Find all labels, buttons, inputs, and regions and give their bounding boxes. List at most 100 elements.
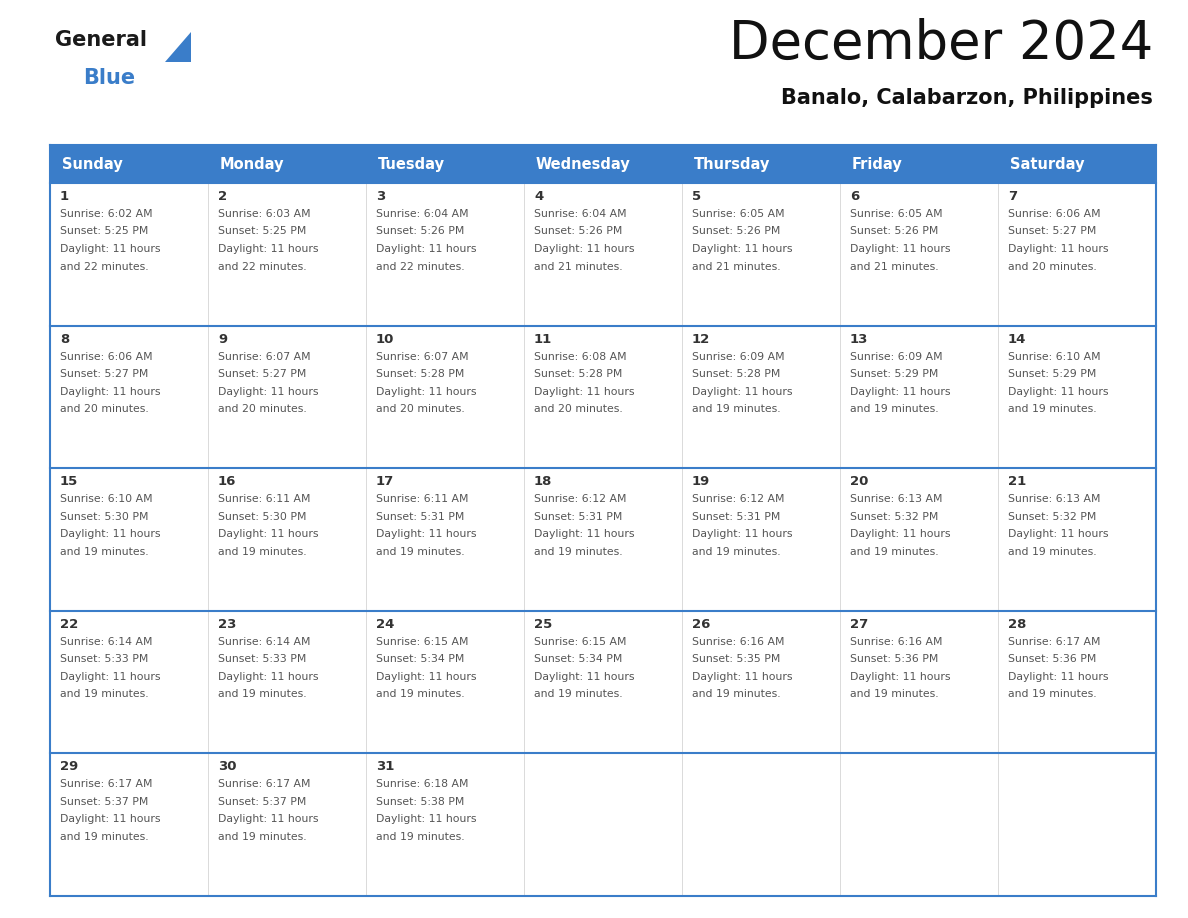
Text: and 19 minutes.: and 19 minutes. (849, 689, 939, 700)
Text: 23: 23 (219, 618, 236, 631)
Text: Sunrise: 6:04 AM: Sunrise: 6:04 AM (375, 209, 468, 219)
Text: and 19 minutes.: and 19 minutes. (691, 404, 781, 414)
Text: Sunrise: 6:10 AM: Sunrise: 6:10 AM (1007, 352, 1100, 362)
Text: Daylight: 11 hours: Daylight: 11 hours (849, 386, 950, 397)
Text: Daylight: 11 hours: Daylight: 11 hours (691, 529, 792, 539)
Bar (682, 183, 840, 326)
Text: and 21 minutes.: and 21 minutes. (691, 262, 781, 272)
Text: 31: 31 (375, 760, 394, 773)
Text: Daylight: 11 hours: Daylight: 11 hours (61, 386, 160, 397)
Bar (50, 183, 208, 326)
Text: Daylight: 11 hours: Daylight: 11 hours (691, 386, 792, 397)
Bar (366, 326, 524, 468)
Text: Sunset: 5:28 PM: Sunset: 5:28 PM (691, 369, 781, 379)
Bar (50, 145, 208, 183)
Text: Daylight: 11 hours: Daylight: 11 hours (61, 814, 160, 824)
Text: Daylight: 11 hours: Daylight: 11 hours (849, 529, 950, 539)
Text: General: General (55, 30, 147, 50)
Text: Tuesday: Tuesday (378, 156, 446, 172)
Text: Sunrise: 6:12 AM: Sunrise: 6:12 AM (691, 494, 784, 504)
Text: and 19 minutes.: and 19 minutes. (219, 689, 307, 700)
Bar (208, 145, 366, 183)
Text: Blue: Blue (83, 68, 135, 88)
Text: Daylight: 11 hours: Daylight: 11 hours (219, 814, 318, 824)
Text: Sunrise: 6:02 AM: Sunrise: 6:02 AM (61, 209, 152, 219)
Text: Daylight: 11 hours: Daylight: 11 hours (849, 244, 950, 254)
Text: Daylight: 11 hours: Daylight: 11 hours (1007, 529, 1108, 539)
Text: Sunset: 5:33 PM: Sunset: 5:33 PM (61, 655, 148, 665)
Bar (682, 754, 840, 896)
Text: Sunset: 5:33 PM: Sunset: 5:33 PM (219, 655, 307, 665)
Bar (840, 183, 998, 326)
Text: and 19 minutes.: and 19 minutes. (533, 689, 623, 700)
Text: Daylight: 11 hours: Daylight: 11 hours (219, 386, 318, 397)
Text: 9: 9 (219, 332, 227, 345)
Text: Sunset: 5:35 PM: Sunset: 5:35 PM (691, 655, 781, 665)
Text: 3: 3 (375, 190, 385, 203)
Text: Sunrise: 6:17 AM: Sunrise: 6:17 AM (1007, 637, 1100, 647)
Text: Sunset: 5:30 PM: Sunset: 5:30 PM (219, 511, 307, 521)
Text: Thursday: Thursday (694, 156, 770, 172)
Bar (998, 326, 1156, 468)
Bar (998, 754, 1156, 896)
Bar (366, 754, 524, 896)
Bar (998, 145, 1156, 183)
Text: 27: 27 (849, 618, 868, 631)
Bar (50, 468, 208, 610)
Text: Daylight: 11 hours: Daylight: 11 hours (691, 244, 792, 254)
Text: Sunrise: 6:12 AM: Sunrise: 6:12 AM (533, 494, 626, 504)
Text: Sunset: 5:34 PM: Sunset: 5:34 PM (375, 655, 465, 665)
Text: Sunset: 5:37 PM: Sunset: 5:37 PM (61, 797, 148, 807)
Text: Sunrise: 6:03 AM: Sunrise: 6:03 AM (219, 209, 310, 219)
Text: 2: 2 (219, 190, 227, 203)
Text: Sunset: 5:36 PM: Sunset: 5:36 PM (849, 655, 939, 665)
Bar (524, 610, 682, 754)
Bar (682, 145, 840, 183)
Bar (998, 468, 1156, 610)
Text: 15: 15 (61, 476, 78, 488)
Text: Sunday: Sunday (62, 156, 122, 172)
Text: Sunrise: 6:14 AM: Sunrise: 6:14 AM (61, 637, 152, 647)
Text: Sunset: 5:31 PM: Sunset: 5:31 PM (533, 511, 623, 521)
Text: Sunrise: 6:15 AM: Sunrise: 6:15 AM (533, 637, 626, 647)
Text: Sunrise: 6:07 AM: Sunrise: 6:07 AM (375, 352, 468, 362)
Text: 30: 30 (219, 760, 236, 773)
Text: Sunrise: 6:17 AM: Sunrise: 6:17 AM (219, 779, 310, 789)
Text: Sunrise: 6:05 AM: Sunrise: 6:05 AM (691, 209, 784, 219)
Bar (208, 754, 366, 896)
Text: Sunset: 5:34 PM: Sunset: 5:34 PM (533, 655, 623, 665)
Text: and 22 minutes.: and 22 minutes. (375, 262, 465, 272)
Text: Daylight: 11 hours: Daylight: 11 hours (375, 672, 476, 682)
Bar (208, 326, 366, 468)
Text: and 19 minutes.: and 19 minutes. (1007, 547, 1097, 556)
Text: Daylight: 11 hours: Daylight: 11 hours (375, 244, 476, 254)
Text: 24: 24 (375, 618, 394, 631)
Bar (524, 326, 682, 468)
Text: Sunset: 5:29 PM: Sunset: 5:29 PM (849, 369, 939, 379)
Text: 16: 16 (219, 476, 236, 488)
Text: Daylight: 11 hours: Daylight: 11 hours (375, 529, 476, 539)
Bar (840, 468, 998, 610)
Text: Sunrise: 6:13 AM: Sunrise: 6:13 AM (849, 494, 942, 504)
Text: Daylight: 11 hours: Daylight: 11 hours (533, 386, 634, 397)
Text: 17: 17 (375, 476, 394, 488)
Text: Sunrise: 6:13 AM: Sunrise: 6:13 AM (1007, 494, 1100, 504)
Text: and 19 minutes.: and 19 minutes. (375, 832, 465, 842)
Text: 10: 10 (375, 332, 394, 345)
Text: Daylight: 11 hours: Daylight: 11 hours (61, 672, 160, 682)
Text: and 21 minutes.: and 21 minutes. (849, 262, 939, 272)
Bar (366, 183, 524, 326)
Text: 6: 6 (849, 190, 859, 203)
Bar (840, 610, 998, 754)
Text: Sunrise: 6:16 AM: Sunrise: 6:16 AM (691, 637, 784, 647)
Text: and 19 minutes.: and 19 minutes. (61, 832, 148, 842)
Text: and 19 minutes.: and 19 minutes. (219, 832, 307, 842)
Bar (208, 183, 366, 326)
Text: Sunset: 5:27 PM: Sunset: 5:27 PM (1007, 227, 1097, 237)
Polygon shape (165, 32, 191, 62)
Text: Daylight: 11 hours: Daylight: 11 hours (219, 244, 318, 254)
Text: and 20 minutes.: and 20 minutes. (219, 404, 307, 414)
Text: 25: 25 (533, 618, 552, 631)
Text: Sunset: 5:27 PM: Sunset: 5:27 PM (61, 369, 148, 379)
Text: and 20 minutes.: and 20 minutes. (61, 404, 148, 414)
